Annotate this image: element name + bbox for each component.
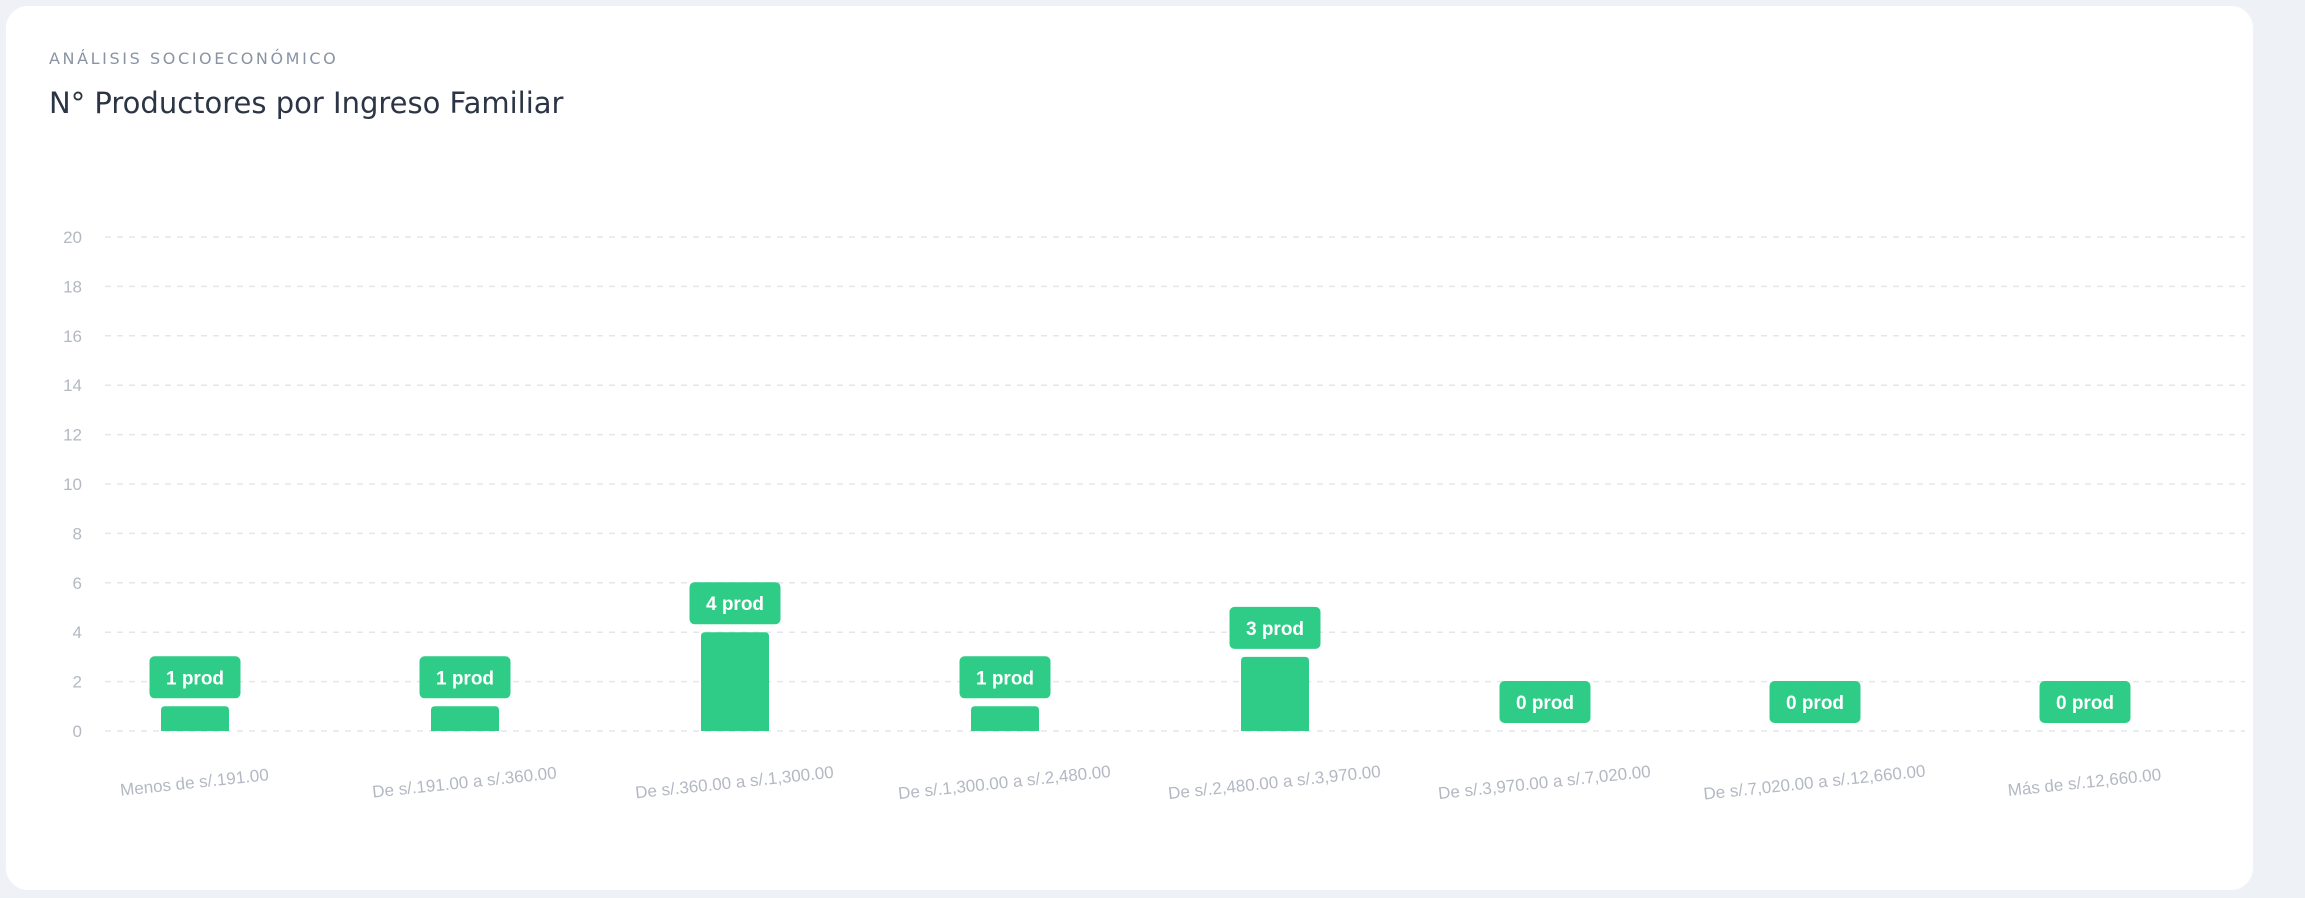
x-tick-label: De s/.191.00 a s/.360.00 <box>371 763 557 801</box>
data-label-badge <box>1229 606 1321 649</box>
section-kicker: ANÁLISIS SOCIOECONÓMICO <box>49 49 339 68</box>
bars <box>161 632 1309 731</box>
data-label-badge <box>2039 681 2131 723</box>
y-tick-label: 16 <box>63 327 82 346</box>
y-tick-label: 18 <box>63 277 82 296</box>
data-label: 0 prod <box>1786 693 1844 714</box>
y-tick-label: 20 <box>63 228 82 247</box>
x-tick-label: De s/.360.00 a s/.1,300.00 <box>634 763 834 803</box>
data-label-badge <box>689 582 781 625</box>
grid-lines <box>105 236 2245 732</box>
data-label: 1 prod <box>436 668 494 689</box>
x-tick-label: De s/.2,480.00 a s/.3,970.00 <box>1167 762 1381 803</box>
y-tick-label: 12 <box>63 426 82 445</box>
data-label-badge <box>149 656 241 699</box>
x-tick-label: De s/.1,300.00 a s/.2,480.00 <box>897 762 1111 803</box>
x-axis-labels: Menos de s/.191.00 De s/.191.00 a s/.360.… <box>119 761 2162 803</box>
x-tick-label: Más de s/.12,660.00 <box>2007 765 2162 800</box>
data-labels: 1 prod 1 prod 4 prod 1 prod 3 prod 0 prod 0 pr… <box>149 582 2131 723</box>
chart-card <box>6 6 2253 890</box>
bar <box>161 706 229 731</box>
data-label-badge <box>419 656 511 699</box>
y-axis-ticks: 0 2 4 6 8 10 12 14 16 18 20 <box>63 228 82 741</box>
data-label: 4 prod <box>706 594 764 615</box>
bar <box>431 706 499 731</box>
x-tick-label: De s/.3,970.00 a s/.7,020.00 <box>1437 762 1651 803</box>
y-tick-label: 6 <box>73 574 82 593</box>
data-label-badge <box>959 656 1051 699</box>
data-label: 1 prod <box>166 668 224 689</box>
bar <box>701 632 769 731</box>
bar <box>971 706 1039 731</box>
y-tick-label: 10 <box>63 475 82 494</box>
data-label: 3 prod <box>1246 619 1304 640</box>
data-label-badge <box>1499 681 1591 723</box>
y-tick-label: 8 <box>73 524 82 543</box>
x-tick-label: De s/.7,020.00 a s/.12,660.00 <box>1703 761 1927 803</box>
data-label: 1 prod <box>976 668 1034 689</box>
data-label: 0 prod <box>2056 693 2114 714</box>
y-tick-label: 0 <box>73 722 82 741</box>
y-tick-label: 14 <box>63 376 82 395</box>
y-tick-label: 4 <box>73 623 82 642</box>
data-label-badge <box>1769 681 1861 723</box>
chart-title: N° Productores por Ingreso Familiar <box>49 86 564 120</box>
data-label: 0 prod <box>1516 693 1574 714</box>
bar <box>1241 656 1309 731</box>
x-tick-label: Menos de s/.191.00 <box>119 765 269 800</box>
y-tick-label: 2 <box>73 673 82 692</box>
